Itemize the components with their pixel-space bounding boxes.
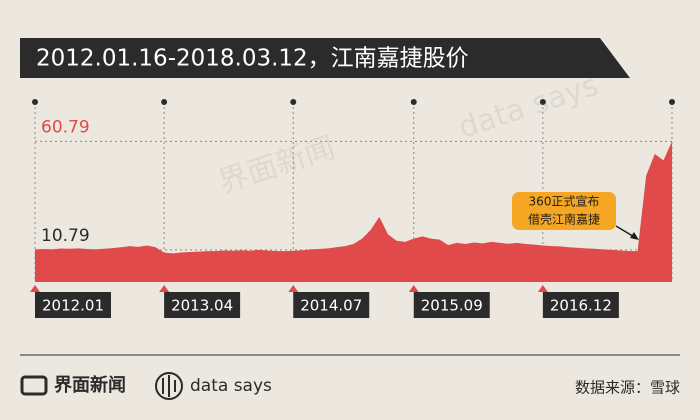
tick-marker [30, 285, 40, 292]
area [35, 141, 672, 282]
tick-label-box [164, 292, 241, 318]
guide-dot [669, 99, 675, 105]
brand-logo: 界面新闻 data says [20, 372, 272, 400]
arrow-head [630, 232, 639, 240]
x-tick-label: 2013.04 [171, 297, 233, 315]
tick-marker [159, 285, 170, 292]
tick-marker [288, 285, 299, 292]
y-tick-label: 60.79 [41, 117, 90, 137]
tick-label-box [35, 292, 111, 318]
guide-dot [32, 99, 38, 105]
annotation-box [512, 192, 616, 230]
tick-label-box [293, 292, 370, 318]
y-tick-label: 10.79 [41, 226, 90, 246]
annotation-line: 360正式宣布 [529, 194, 600, 209]
plot: 10.79 60.79 2012.01 2013.04 2014.07 2015.09 20… [30, 99, 675, 318]
x-tick-label: 2012.01 [42, 297, 104, 315]
guide-dot [161, 99, 168, 105]
tick-marker [537, 285, 548, 292]
guide-dot [290, 99, 297, 105]
chart-title: 2012.01.16-2018.03.12，江南嘉捷股价 [36, 46, 469, 72]
x-tick-label: 2015.09 [421, 297, 483, 315]
tick-label-box [413, 292, 490, 318]
guide-dot [410, 99, 417, 105]
tick-marker [408, 285, 419, 292]
brand: 界面新闻 [54, 374, 126, 396]
partner: data says [190, 376, 272, 396]
watermark: 界面新闻 data says [214, 68, 602, 201]
source: 数据来源：雪球 [575, 379, 680, 397]
tick-label-box [542, 292, 619, 318]
title-bar [20, 38, 630, 78]
x-tick-label: 2014.07 [300, 297, 362, 315]
x-tick-label: 2016.12 [550, 297, 612, 315]
brand-icon [20, 375, 48, 396]
guide-dot [539, 99, 546, 105]
annotation: 360正式宣布 借壳江南嘉捷 [512, 192, 639, 240]
watermark-partner: data says [454, 68, 602, 146]
partner-icon [155, 372, 183, 400]
annotation-line: 借壳江南嘉捷 [528, 212, 600, 227]
